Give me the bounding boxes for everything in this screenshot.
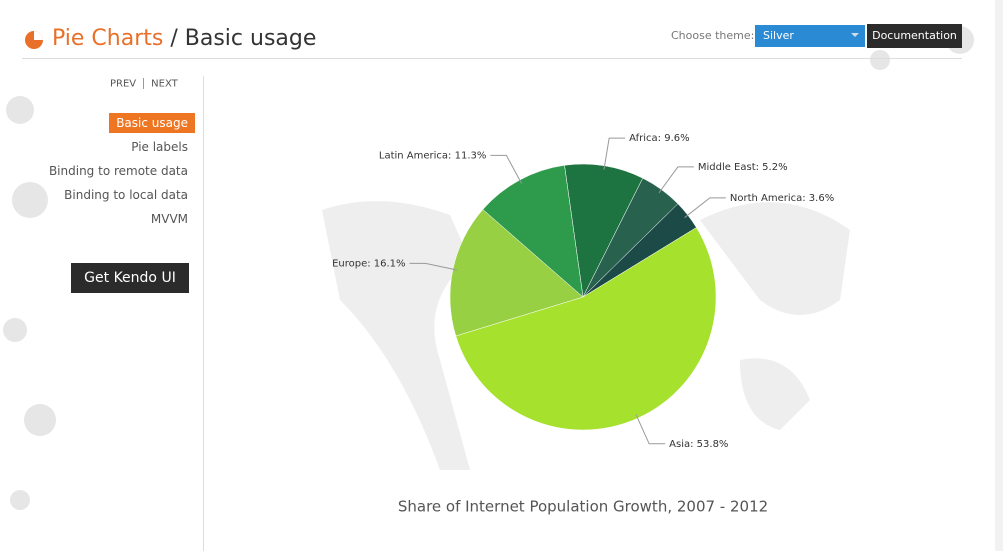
- theme-select[interactable]: Silver: [755, 25, 865, 47]
- header-rule: [22, 58, 962, 59]
- pie-icon: [25, 31, 43, 49]
- data-label: Africa: 9.6%: [629, 133, 689, 144]
- documentation-button[interactable]: Documentation: [867, 24, 962, 48]
- chart-title: Share of Internet Population Growth, 200…: [398, 498, 768, 516]
- page-title: Basic usage: [184, 26, 317, 51]
- leader-line: [409, 262, 457, 271]
- get-kendo-button[interactable]: Get Kendo UI: [71, 263, 189, 293]
- sidebar-divider: [203, 76, 204, 551]
- nav-item[interactable]: Basic usage: [109, 113, 195, 133]
- nav-item[interactable]: Binding to remote data: [48, 164, 188, 178]
- separator: /: [170, 26, 178, 51]
- data-label: Latin America: 11.3%: [379, 150, 486, 161]
- data-label: North America: 3.6%: [730, 193, 834, 204]
- data-label: Europe: 16.1%: [332, 258, 405, 269]
- data-label: Asia: 53.8%: [669, 439, 728, 450]
- data-label: Middle East: 5.2%: [698, 162, 788, 173]
- leader-line: [603, 137, 626, 170]
- pager: PREV NEXT: [110, 78, 178, 90]
- prev-link[interactable]: PREV: [110, 78, 137, 90]
- leader-line: [635, 414, 666, 445]
- theme-label: Choose theme:: [671, 29, 755, 42]
- leader-line: [490, 154, 523, 184]
- nav-item[interactable]: Binding to local data: [64, 188, 188, 202]
- leader-line: [658, 166, 694, 194]
- section-title[interactable]: Pie Charts: [52, 26, 164, 51]
- page-heading: Pie Charts / Basic usage: [52, 26, 316, 51]
- leader-line: [684, 197, 726, 218]
- nav-item[interactable]: MVVM: [150, 212, 188, 226]
- next-link[interactable]: NEXT: [151, 78, 178, 90]
- nav-item[interactable]: Pie labels: [131, 140, 188, 154]
